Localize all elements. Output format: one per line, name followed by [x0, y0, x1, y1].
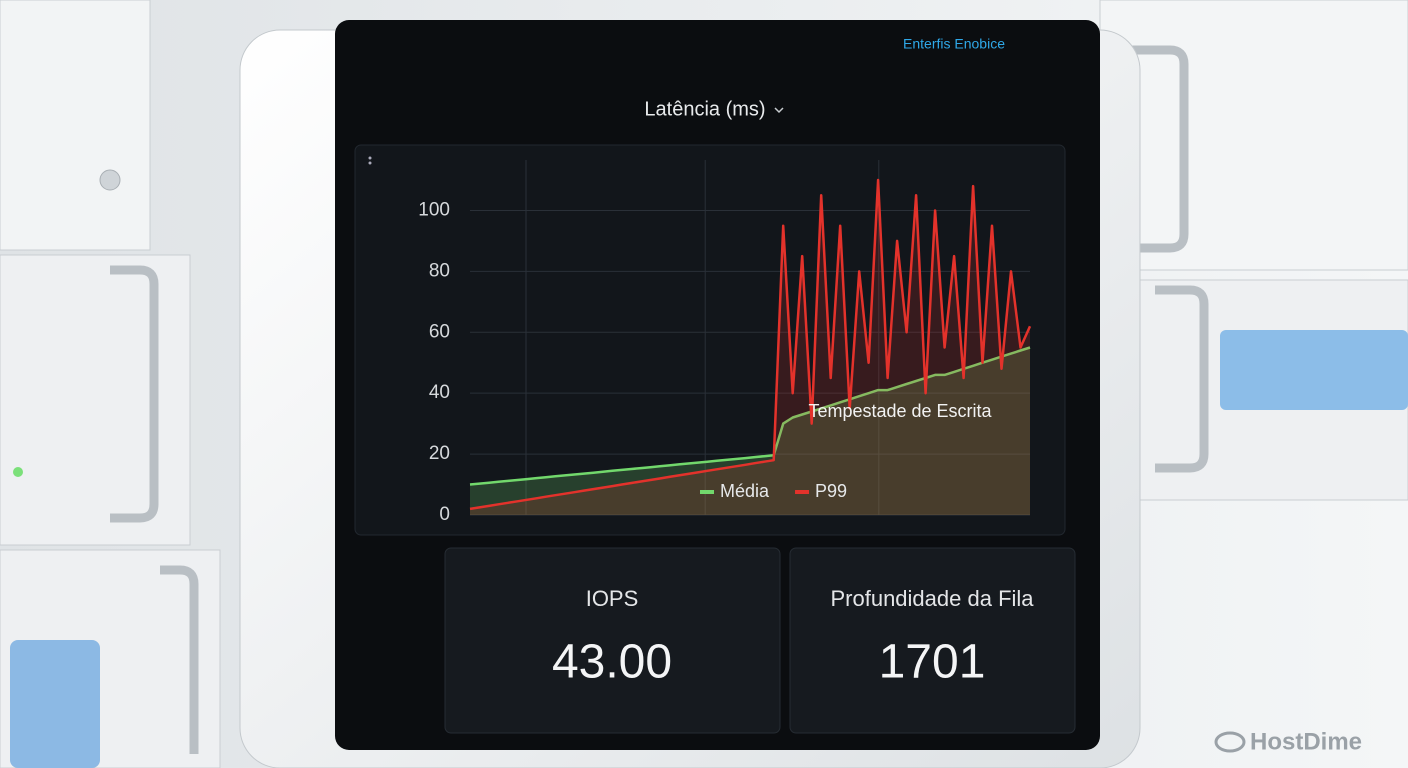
stat-value: 1701	[879, 636, 986, 689]
led	[13, 467, 23, 477]
legend-label: Média	[720, 481, 770, 501]
handle	[110, 265, 159, 523]
chart-panel	[354, 144, 1066, 536]
y-tick-label: 20	[429, 443, 450, 464]
y-tick-label: 100	[418, 199, 450, 220]
series-area	[470, 180, 1030, 515]
cable-connector	[1220, 330, 1408, 410]
series-line	[469, 178, 1032, 511]
rack-unit	[1099, 0, 1408, 271]
legend-label: P99	[815, 481, 847, 501]
handle	[1155, 285, 1209, 473]
annotation: Tempestade de Escrita	[808, 401, 992, 421]
panel-menu[interactable]	[368, 156, 372, 160]
stat-panel	[789, 547, 1076, 734]
latency-chart: 0 20 40 60 80 100 Média P99	[418, 160, 1032, 525]
y-tick-label: 40	[429, 382, 450, 403]
y-tick-label: 0	[439, 504, 450, 525]
cable-connector	[10, 640, 100, 768]
brand: Enterfis Enobice	[903, 36, 1005, 52]
watermark-logo	[1214, 731, 1246, 753]
y-tick-label: 60	[429, 321, 450, 342]
rack-unit	[0, 254, 191, 546]
legend-swatch	[795, 490, 810, 494]
handle	[1130, 45, 1189, 253]
stat-label: Profundidade da Fila	[830, 586, 1034, 611]
stat-panel	[444, 547, 781, 734]
legend-swatch	[700, 490, 714, 494]
stat-label: IOPS	[586, 586, 639, 611]
y-tick-label: 80	[429, 260, 450, 281]
watermark: HostDime	[1250, 728, 1362, 755]
chart-title: Latência (ms)	[644, 98, 765, 120]
handle	[160, 565, 199, 754]
dropdown-chevron[interactable]	[774, 107, 784, 114]
series-line	[469, 346, 1031, 486]
stat-value: 43.00	[552, 636, 672, 689]
panel-menu[interactable]	[368, 161, 372, 165]
screw	[99, 169, 121, 191]
rack-unit	[0, 0, 151, 251]
